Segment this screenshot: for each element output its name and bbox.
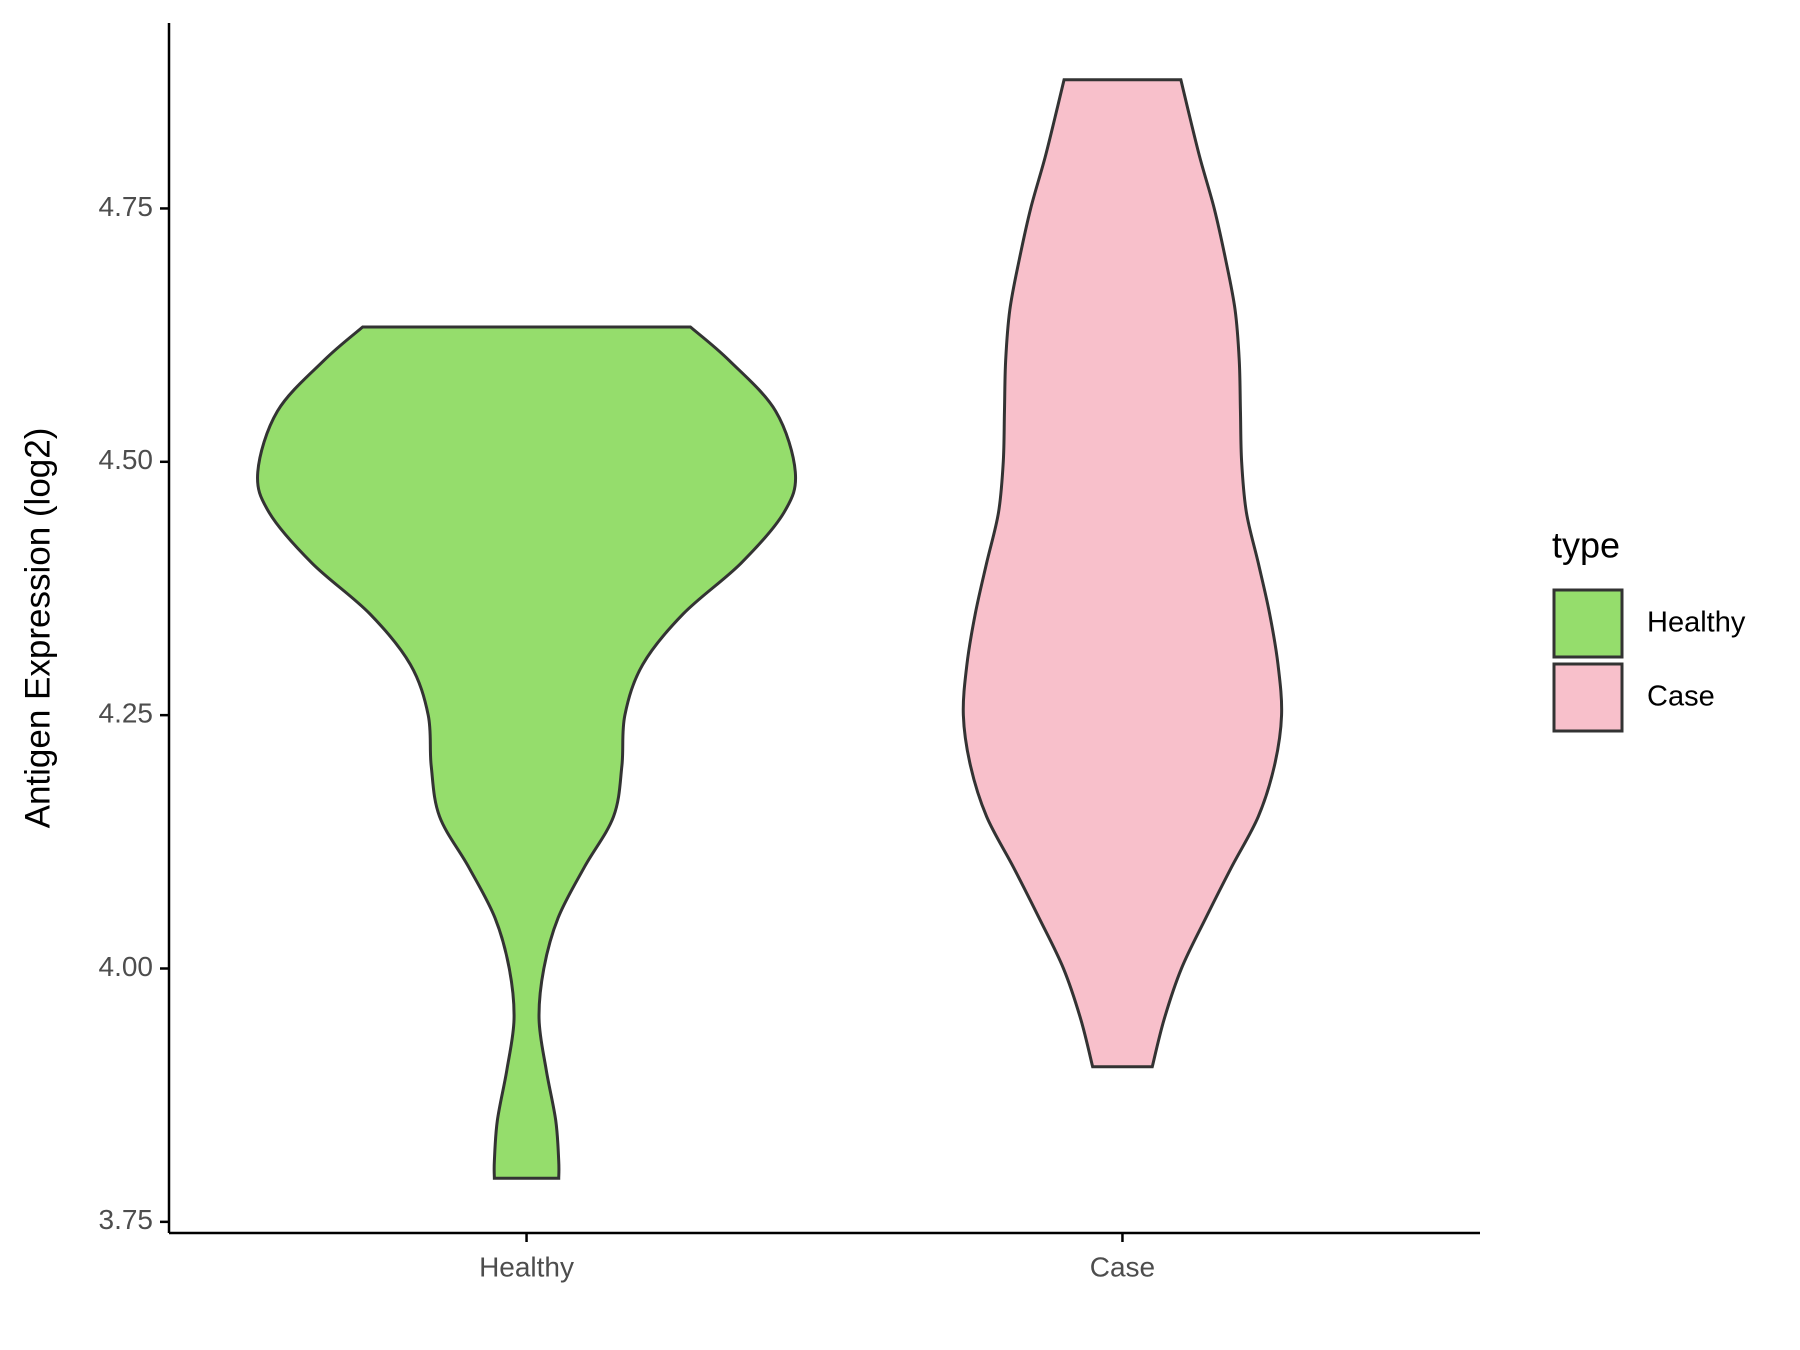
legend-key <box>1552 662 1624 733</box>
y-tick-label: 3.75 <box>99 1204 154 1235</box>
violin <box>961 78 1284 1069</box>
y-tick-label: 4.00 <box>99 951 154 982</box>
y-axis-label: Antigen Expression (log2) <box>18 428 57 829</box>
y-tick-label: 4.75 <box>99 191 154 222</box>
x-tick-label: Case <box>1090 1251 1155 1282</box>
legend-title: type <box>1552 525 1620 566</box>
legend-label: Case <box>1647 681 1715 713</box>
legend-label: Healthy <box>1647 607 1746 639</box>
x-tick-label: Healthy <box>479 1251 574 1282</box>
legend-key <box>1552 588 1624 659</box>
violin <box>256 325 798 1180</box>
y-tick-label: 4.50 <box>99 444 154 475</box>
y-tick-label: 4.25 <box>99 698 154 729</box>
